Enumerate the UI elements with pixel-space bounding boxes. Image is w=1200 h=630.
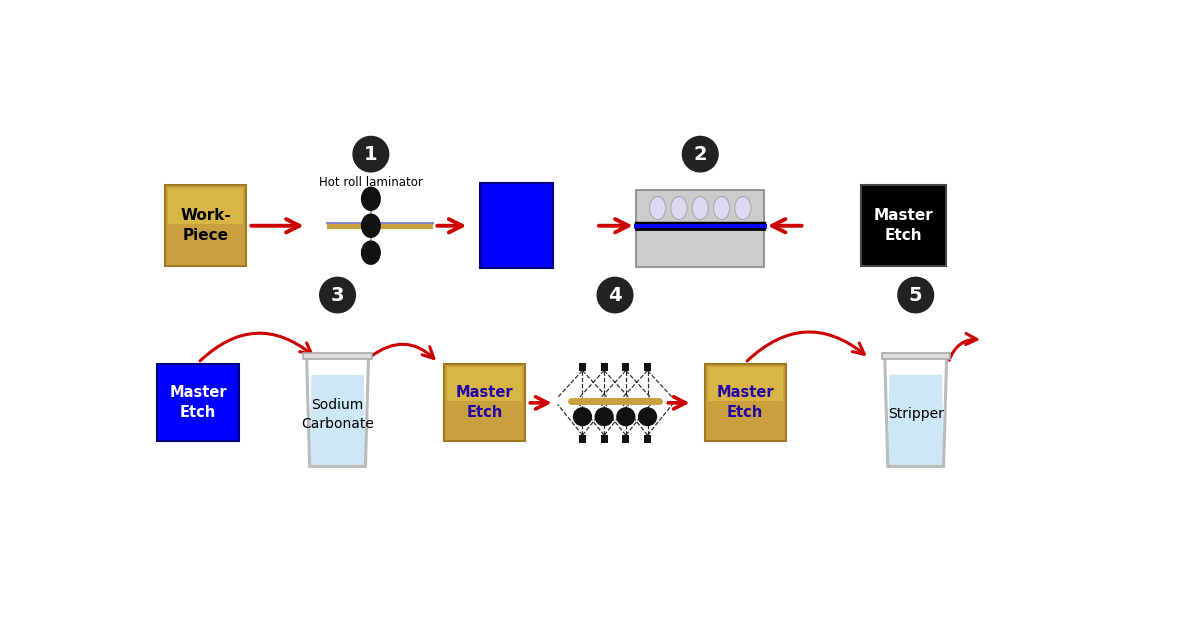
Circle shape <box>598 277 632 312</box>
Text: 4: 4 <box>608 285 622 304</box>
Bar <box>304 353 372 359</box>
Circle shape <box>638 408 656 426</box>
Ellipse shape <box>361 214 380 238</box>
Ellipse shape <box>671 197 688 220</box>
Text: Master
Etch: Master Etch <box>716 386 774 420</box>
Circle shape <box>574 408 592 426</box>
Bar <box>704 364 786 442</box>
Bar <box>644 363 652 370</box>
Bar <box>636 190 764 226</box>
Bar <box>623 363 629 370</box>
Bar <box>601 363 607 370</box>
Bar <box>480 183 553 268</box>
Text: Master
Etch: Master Etch <box>169 386 227 420</box>
Polygon shape <box>310 375 366 465</box>
Text: Work-
Piece: Work- Piece <box>180 209 232 243</box>
Ellipse shape <box>714 197 730 220</box>
Bar <box>578 363 586 370</box>
Text: 3: 3 <box>331 285 344 304</box>
Text: 1: 1 <box>364 145 378 164</box>
Text: Hot roll laminator: Hot roll laminator <box>319 176 422 190</box>
Bar <box>644 435 652 443</box>
Bar <box>166 185 246 266</box>
Text: Sodium
Carbonate: Sodium Carbonate <box>301 398 374 431</box>
Bar <box>601 435 607 443</box>
Bar <box>168 188 244 224</box>
Bar <box>636 226 764 267</box>
Bar <box>708 367 782 401</box>
Circle shape <box>898 277 934 312</box>
Ellipse shape <box>734 197 751 220</box>
Ellipse shape <box>692 197 708 220</box>
Ellipse shape <box>361 241 380 264</box>
Bar <box>157 364 239 442</box>
Bar <box>882 353 950 359</box>
Circle shape <box>595 408 613 426</box>
Text: Master
Etch: Master Etch <box>874 209 934 243</box>
Text: Stripper: Stripper <box>888 408 943 421</box>
Text: 5: 5 <box>908 285 923 304</box>
Circle shape <box>617 408 635 426</box>
Bar <box>623 435 629 443</box>
Ellipse shape <box>649 197 666 220</box>
Circle shape <box>353 137 389 172</box>
Circle shape <box>319 277 355 312</box>
Text: Master
Etch: Master Etch <box>456 386 514 420</box>
Polygon shape <box>888 375 943 465</box>
Text: 2: 2 <box>694 145 707 164</box>
Bar <box>444 364 526 442</box>
Bar <box>860 185 946 266</box>
Bar <box>578 435 586 443</box>
Ellipse shape <box>361 187 380 210</box>
Bar <box>448 367 522 401</box>
Circle shape <box>683 137 718 172</box>
